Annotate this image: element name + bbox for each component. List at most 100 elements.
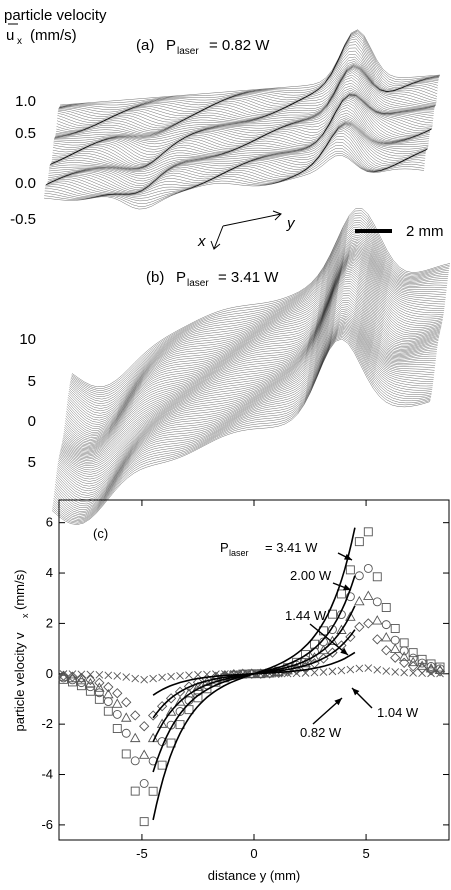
y-axis-title-unit: (mm/s) [12,570,27,610]
series-label: = 3.41 W [265,540,318,555]
mesh-line [55,320,434,503]
triangle-marker [129,732,141,743]
mesh-line [70,222,449,400]
mesh-line [49,107,430,171]
mesh-line [44,151,425,204]
tick-labels: -6 -4 -2 0 2 4 6 -5 0 5 [41,515,369,861]
diamond-marker [399,657,410,668]
mesh-line [54,72,435,139]
x-marker [149,674,157,683]
square-marker [85,686,95,696]
circle-marker [67,675,77,685]
mesh-line [48,115,429,177]
x-marker [113,672,122,680]
square-marker [399,638,409,648]
mesh-line [44,145,425,199]
x-marker [391,668,400,676]
x-marker [194,670,202,679]
square-marker [130,786,140,796]
panel-b-power-prefix: P [176,269,186,286]
mesh-line [65,253,444,440]
axis-arrows [210,210,282,250]
x-marker [131,674,140,683]
mesh-line [52,337,431,524]
mesh-line [63,261,442,448]
x-axis-arrow [213,225,224,250]
mesh-line [68,238,447,419]
series-label: 0.82 W [300,725,342,740]
x-marker [140,675,148,684]
mesh-line [51,338,431,525]
mesh-line [52,93,433,160]
panel-b-tick-4: 5 [28,454,36,471]
diamond-marker [76,672,87,684]
mesh-line [71,212,450,391]
mesh-line [68,235,447,414]
mesh-line [54,326,433,512]
circle-marker [139,779,149,788]
mesh-line [69,226,448,404]
x-marker [95,670,104,679]
triangle-marker [120,712,132,722]
diamond-marker [58,670,69,681]
mesh-line [67,243,446,425]
mesh-line [56,62,437,131]
mesh-line [62,266,441,452]
square-marker [426,659,436,669]
panel-a: particle velocity u x (mm/s) (a) P laser… [4,7,444,250]
arrowhead-icon [334,698,342,706]
triangle-marker [398,651,410,661]
triangle-marker [372,615,383,625]
panel-a-power-sub: laser [177,46,199,57]
y-axis-arrow [222,213,282,227]
mesh-line [71,215,450,393]
mesh-line [63,260,442,447]
y-tick-label: 0 [46,666,53,681]
triangle-marker [300,657,311,668]
y-tick-label: 6 [46,515,53,530]
mesh-line [49,102,431,170]
mesh-line [59,295,438,473]
x-marker [122,673,131,681]
mesh-line [61,272,441,456]
mesh-line [65,250,445,435]
square-marker [184,705,194,715]
circle-marker [372,597,382,607]
mesh-line [59,31,440,108]
x-marker [346,665,355,674]
mesh-line [51,94,432,162]
circle-marker [426,662,436,671]
diamond-marker [67,671,78,682]
mesh-line [54,324,433,508]
mesh-line [53,331,432,519]
mesh-line [52,90,433,153]
panel-b-label: (b) [146,269,164,286]
mesh-line [53,77,435,141]
mesh-line [67,240,446,421]
x-marker [409,669,417,677]
diamond-marker [192,677,204,688]
mesh-line [71,210,450,389]
diamond-marker [121,697,132,708]
mesh-line [47,122,428,188]
mesh-line [58,304,437,482]
circle-marker [112,709,122,719]
circle-marker [363,564,373,573]
square-marker [372,572,382,582]
circle-marker [345,592,355,602]
diamond-marker [130,710,141,721]
mesh-line [56,64,437,134]
circle-marker [121,728,131,738]
mesh-line [63,263,442,450]
mesh-line [50,96,431,168]
circle-marker [354,571,364,581]
mesh-line [58,300,437,477]
triangle-marker [192,681,204,691]
mesh-line [60,285,439,465]
triangle-marker [138,749,150,759]
mesh-line [59,288,439,466]
arrowhead-icon [352,688,360,696]
diamond-marker [408,661,419,672]
square-marker [310,639,319,649]
mesh-line [69,229,448,407]
